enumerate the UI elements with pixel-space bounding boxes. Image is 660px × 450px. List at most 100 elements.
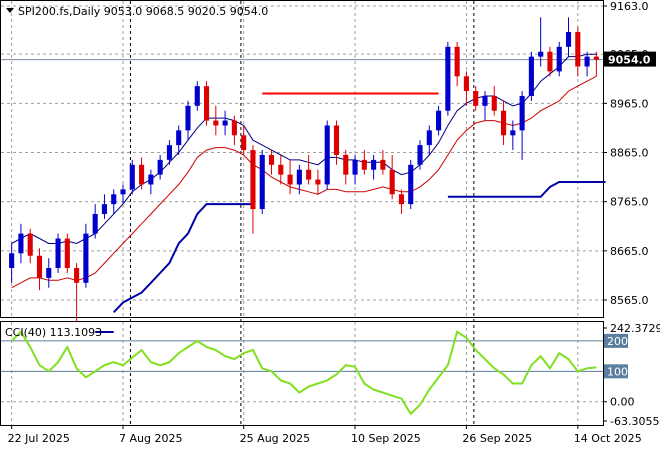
candle-body xyxy=(166,145,172,160)
cci-tick-label: 100 xyxy=(607,365,628,378)
candle-body xyxy=(426,130,432,146)
price-tick-label: 8965.0 xyxy=(610,97,649,110)
candle-body xyxy=(519,95,525,131)
candle-body xyxy=(352,159,358,175)
time-axis: 22 Jul 2025 7 Aug 2025 25 Aug 2025 10 Sep 2… xyxy=(8,425,642,445)
price-axis: 9163.09065.08965.08865.08765.08665.08565… xyxy=(603,0,649,307)
candle-body xyxy=(445,46,451,111)
candle-body xyxy=(528,56,534,96)
candle-body xyxy=(500,110,507,136)
candle-body xyxy=(46,268,52,278)
price-tick-label: 8765.0 xyxy=(610,196,649,209)
candle-body xyxy=(203,86,210,121)
time-tick-label: 25 Aug 2025 xyxy=(240,432,310,445)
candle-body xyxy=(296,169,302,185)
candle-body xyxy=(371,159,377,170)
candle-body xyxy=(389,169,395,195)
chart-title: SPI200.fs,Daily 9053.0 9068.5 9020.5 905… xyxy=(6,5,268,18)
candle-body xyxy=(593,56,599,60)
candle-body xyxy=(36,255,43,278)
candle-body xyxy=(64,238,70,269)
cci-series xyxy=(10,330,597,416)
current-price-badge: 9054.0 xyxy=(604,51,656,67)
candle-body xyxy=(361,159,367,170)
candle-body xyxy=(398,194,405,205)
indicator-lines xyxy=(11,53,606,333)
candle-body xyxy=(547,51,553,72)
collapse-triangle-icon[interactable] xyxy=(6,8,14,13)
current-price-label: 9054.0 xyxy=(608,54,651,67)
candle-body xyxy=(380,159,386,170)
time-tick-label: 14 Oct 2025 xyxy=(574,432,642,445)
cci-tick-label: 200 xyxy=(607,335,628,348)
candle-body xyxy=(55,238,61,269)
support-line xyxy=(112,203,253,313)
candle-body xyxy=(510,130,516,136)
price-tick-label: 8565.0 xyxy=(610,294,649,307)
candle-body xyxy=(231,120,237,136)
time-tick-label: 22 Jul 2025 xyxy=(8,432,70,445)
candle-body xyxy=(343,154,349,175)
candle-body xyxy=(101,204,108,214)
candle-body xyxy=(83,233,89,283)
candle-body xyxy=(436,110,442,131)
candle-body xyxy=(287,174,293,185)
current-price-badge-bg xyxy=(604,51,656,67)
candle-body xyxy=(250,150,256,210)
candle-body xyxy=(148,174,154,185)
candle-body xyxy=(194,86,200,106)
cci-tick-label: -63.3055 xyxy=(610,415,659,428)
time-tick-label: 7 Aug 2025 xyxy=(119,432,182,445)
candle-body xyxy=(259,154,265,210)
candle-body xyxy=(473,91,479,106)
candle-body xyxy=(241,135,247,151)
cci-level-badge xyxy=(604,333,628,348)
candle-body xyxy=(222,120,228,126)
candle-body xyxy=(176,130,182,146)
candle-body xyxy=(278,164,284,175)
candle-body xyxy=(268,154,275,165)
cci-title: CCI(40) 113.1093 xyxy=(5,326,102,339)
candle-body xyxy=(556,46,562,72)
cci-tick-label: 0.00 xyxy=(610,396,635,409)
price-tick-label: 8865.0 xyxy=(610,147,649,160)
grid-lines xyxy=(1,1,603,425)
candles xyxy=(9,17,599,323)
candle-body xyxy=(27,233,33,256)
candle-body xyxy=(482,95,488,106)
candle-body xyxy=(408,164,414,205)
support-line xyxy=(447,181,606,198)
candle-body xyxy=(575,32,581,67)
candle-body xyxy=(74,268,80,283)
candle-body xyxy=(315,179,321,185)
candle-body xyxy=(129,164,135,190)
main-panel-frame xyxy=(0,0,604,318)
price-tick-label: 8665.0 xyxy=(610,245,649,258)
candle-body xyxy=(417,145,423,165)
candle-body xyxy=(111,194,117,205)
cci-level-lines xyxy=(1,340,603,372)
candle-body xyxy=(324,125,330,185)
candle-body xyxy=(92,213,98,234)
cci-line xyxy=(10,330,597,416)
ema-fast-line xyxy=(11,53,597,245)
cci-tick-label: 242.3729 xyxy=(610,322,660,335)
time-tick-label: 26 Sep 2025 xyxy=(462,432,532,445)
candle-body xyxy=(584,56,590,67)
candle-body xyxy=(565,32,572,47)
candle-body xyxy=(333,125,340,155)
candle-body xyxy=(139,164,145,185)
ema-slow-line xyxy=(11,75,597,289)
time-tick-label: 10 Sep 2025 xyxy=(351,432,421,445)
candle-body xyxy=(120,189,126,195)
candle-body xyxy=(491,95,497,111)
candle-body xyxy=(538,51,544,57)
candle-body xyxy=(9,253,15,269)
price-tick-label: 9163.0 xyxy=(610,0,649,13)
cci-level-badge xyxy=(604,364,628,379)
candle-body xyxy=(454,46,460,77)
candle-body xyxy=(185,105,191,131)
candle-body xyxy=(463,76,469,92)
